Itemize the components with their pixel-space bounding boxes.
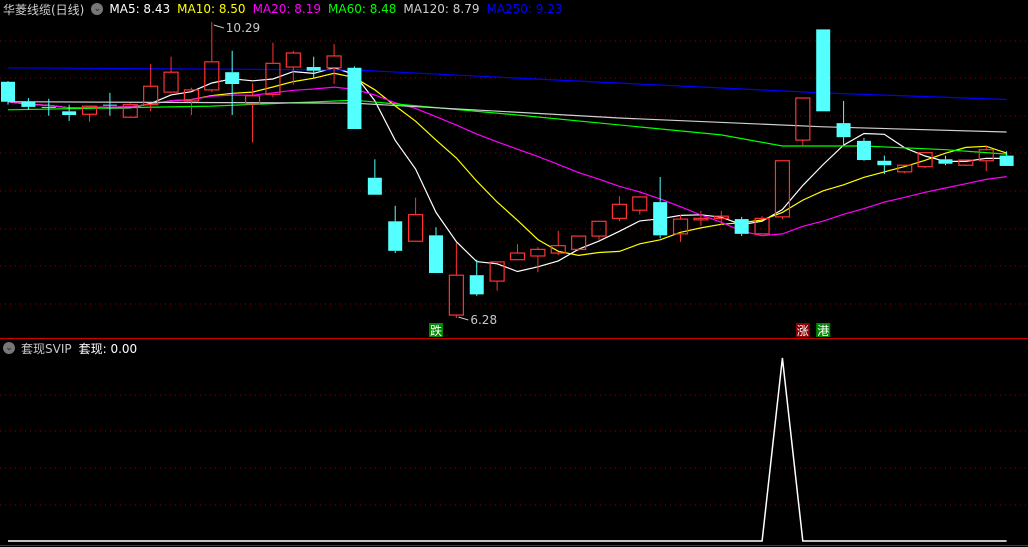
candle-up [81, 105, 98, 115]
candle-down [225, 72, 240, 85]
candle-down [388, 221, 403, 251]
ma20-label: MA20: 8.19 [252, 2, 321, 16]
candle-up [611, 203, 628, 219]
ma120-label: MA120: 8.79 [403, 2, 480, 16]
min-price-label: 6.28 [470, 313, 497, 327]
candle-up [897, 164, 913, 173]
stock-title: 华菱线缆(日线) [3, 2, 85, 17]
candle-down [877, 160, 892, 166]
candle-down [428, 235, 443, 273]
indicator-header: ⌄ 套现SVIP 套现: 0.00 [0, 339, 144, 357]
candle-up [163, 71, 179, 93]
candle-down [102, 104, 117, 106]
chevron-down-circle-icon[interactable]: ⌄ [3, 342, 15, 354]
candle-up [632, 196, 648, 211]
price-arrow-icon [213, 24, 224, 29]
candle-up [530, 248, 546, 257]
ma-line-ma20 [7, 86, 1007, 237]
candle-down [41, 106, 56, 108]
signal-label: 跌 [430, 323, 442, 338]
price-arrow-icon [458, 316, 469, 321]
ma-line-ma120 [7, 101, 1007, 133]
candle-down [62, 111, 77, 116]
candle-down [367, 177, 382, 195]
candle-down [836, 123, 851, 138]
candle-down [938, 159, 953, 164]
candle-up [509, 252, 526, 261]
candle-up [326, 55, 342, 69]
candle-up [693, 217, 709, 221]
candle-down [306, 67, 321, 71]
candle-up [713, 215, 729, 219]
max-price-label: 10.29 [226, 21, 260, 35]
indicator-line [8, 357, 1007, 542]
candle-up [183, 89, 200, 102]
candle-down [999, 155, 1014, 166]
candle-down [469, 275, 484, 295]
signal-badge [428, 323, 443, 337]
ma5-label: MA5: 8.43 [109, 2, 171, 16]
candle-up [265, 62, 281, 95]
candle-down [1, 81, 15, 102]
signal-label: 涨 [797, 323, 809, 338]
signal-badge [795, 323, 810, 337]
candle-up [571, 235, 587, 250]
ma250-label: MA250: 9.23 [486, 2, 563, 16]
candle-down [734, 219, 749, 234]
signal-badge [816, 323, 831, 337]
candle-up [550, 245, 566, 254]
candle-up [408, 214, 424, 242]
candle-up [122, 104, 138, 118]
indicator-name: 套现SVIP [21, 341, 72, 356]
candle-up [591, 220, 607, 237]
candle-up [978, 149, 994, 162]
ma10-label: MA10: 8.50 [177, 2, 246, 16]
candle-up [448, 274, 464, 316]
candle-up [143, 85, 159, 106]
candle-up [958, 159, 974, 166]
chevron-down-circle-icon[interactable]: ⌄ [91, 3, 104, 15]
ma60-label: MA60: 8.48 [328, 2, 397, 16]
candle-down [21, 101, 36, 107]
ma-line-ma5 [7, 67, 1007, 273]
main-chart-header: 华菱线缆(日线) ⌄ MA5: 8.43 MA10: 8.50 MA20: 8.… [0, 0, 570, 18]
candle-down [653, 202, 668, 236]
ma-line-ma250 [7, 67, 1007, 101]
candle-up [672, 218, 689, 235]
candle-up [244, 95, 261, 105]
candle-up [285, 52, 301, 68]
candle-up [774, 160, 791, 218]
candle-down [347, 67, 362, 130]
candle-up [795, 97, 811, 141]
candle-down [816, 29, 831, 112]
indicator-value: 套现: 0.00 [78, 341, 138, 356]
candle-up [204, 61, 220, 91]
candle-up [489, 261, 505, 282]
candle-up [917, 152, 933, 168]
candle-up [754, 217, 770, 235]
candle-down [856, 140, 871, 161]
signal-label: 港 [817, 324, 829, 338]
